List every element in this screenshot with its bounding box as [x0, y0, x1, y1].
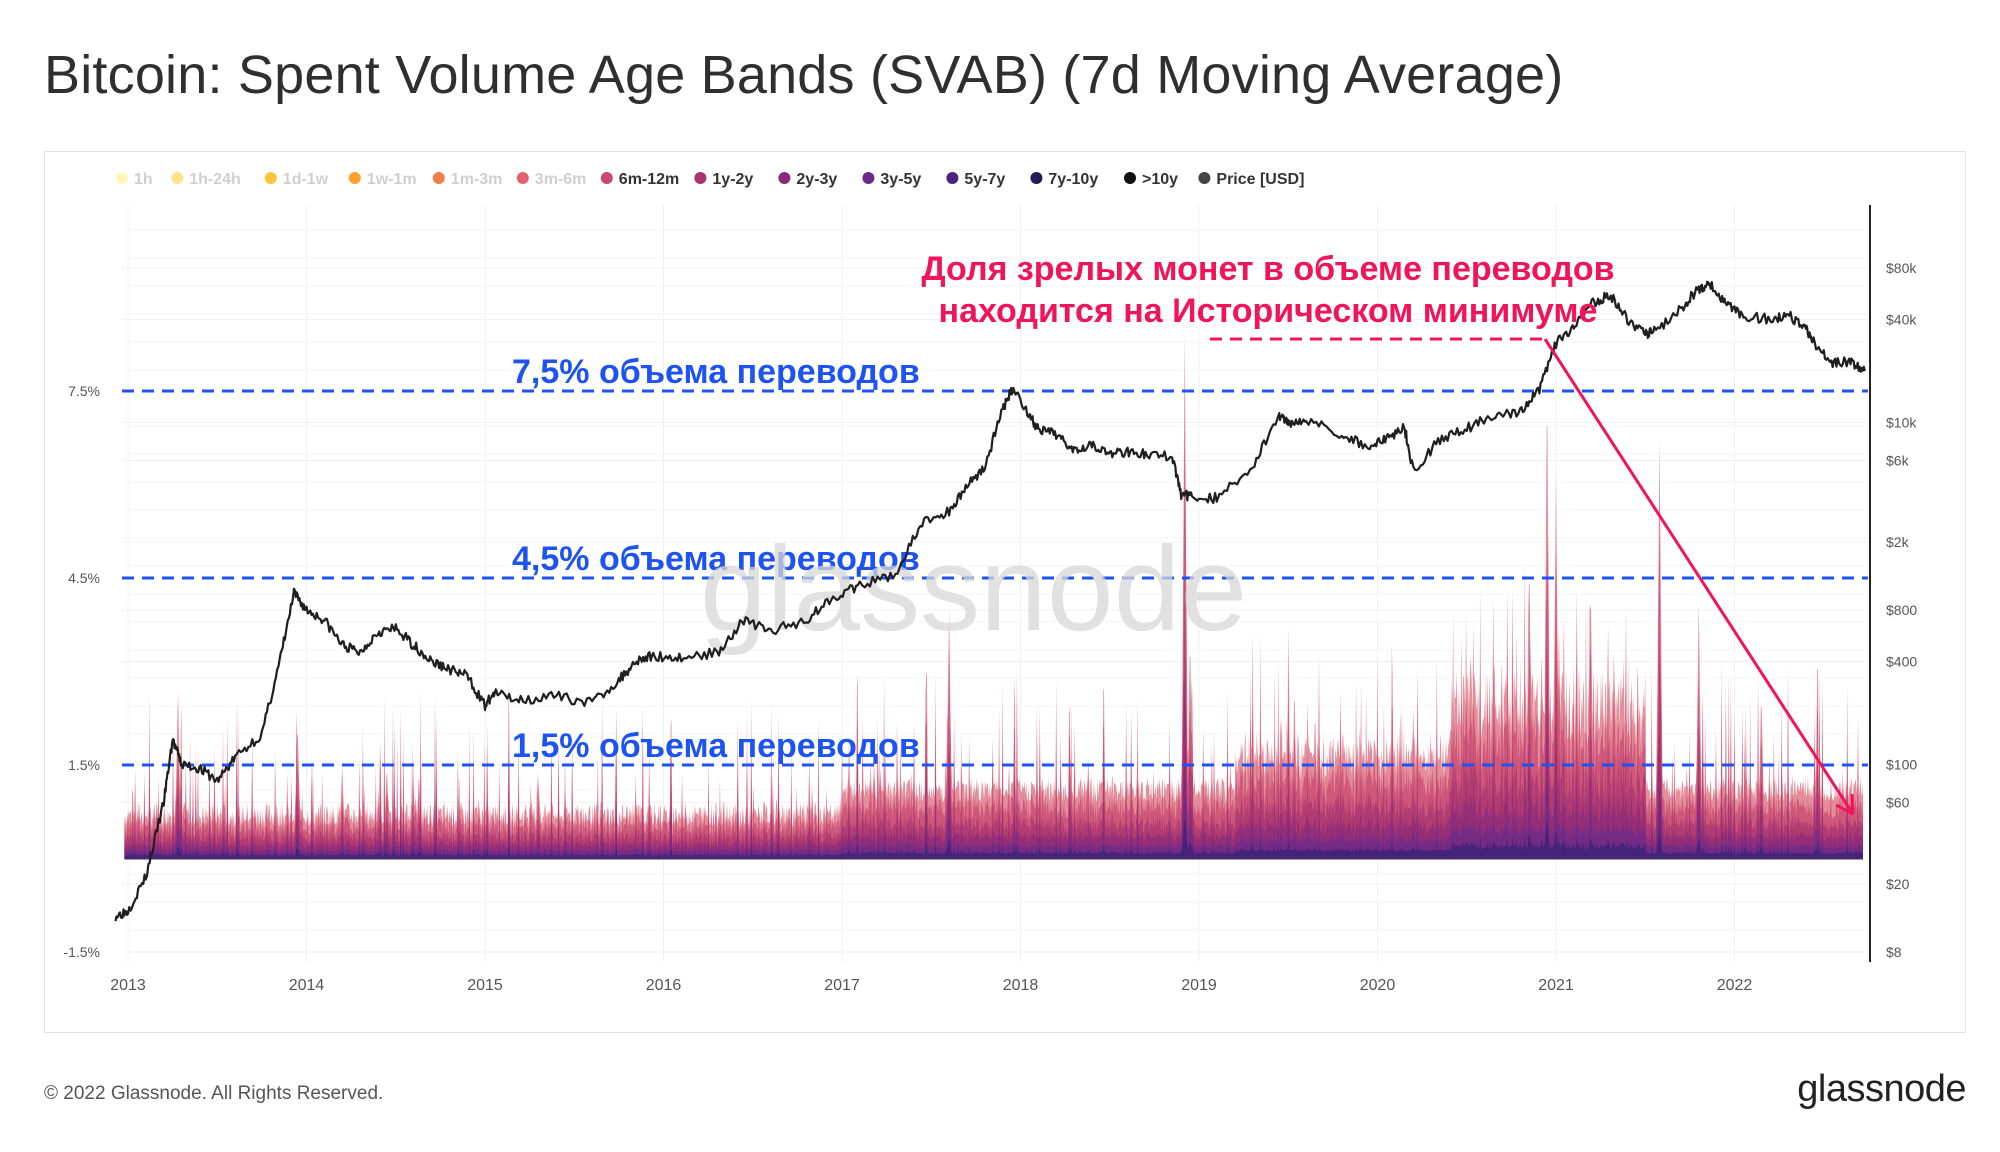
legend-dot: [432, 172, 445, 184]
legend-item[interactable]: Price [USD]: [1198, 171, 1304, 188]
y-right-tick-label: $6k: [1886, 452, 1910, 468]
legend-label: 1h-24h: [189, 171, 241, 188]
reference-line-label: 4,5% объема переводов: [512, 540, 920, 578]
legend-dot: [946, 172, 959, 184]
legend-label: 3m-6m: [535, 171, 587, 188]
price-series: [114, 280, 1866, 922]
legend-label: 6m-12m: [619, 171, 679, 188]
legend-dot: [516, 172, 529, 184]
y-right-tick-label: $80k: [1886, 260, 1917, 276]
y-left-tick-label: 1.5%: [68, 757, 100, 773]
chart-title: Bitcoin: Spent Volume Age Bands (SVAB) (…: [44, 45, 1564, 105]
annotation-line-1: Доля зрелых монет в объеме переводов: [921, 250, 1614, 288]
legend-label: 1m-3m: [451, 171, 503, 188]
y-right-tick-label: $400: [1886, 653, 1917, 669]
annotation-line-2: находится на Историческом минимуме: [939, 292, 1598, 330]
glassnode-logo[interactable]: glassnode: [1797, 1068, 1966, 1110]
chart-frame: [44, 151, 1966, 1033]
legend-item[interactable]: 3m-6m: [516, 171, 587, 188]
legend-dot: [600, 172, 613, 184]
price-line: [114, 280, 1866, 922]
x-tick-label: 2022: [1717, 977, 1753, 994]
legend-item[interactable]: 1y-2y: [694, 171, 753, 188]
x-tick-label: 2021: [1538, 977, 1574, 994]
age-band-area: [124, 818, 1863, 859]
legend-item[interactable]: 1w-1m: [348, 171, 417, 188]
axes: 7.5% 4.5% 1.5% -1.5% $80k $40k $10k $6k $2k $800 $…: [63, 205, 1917, 994]
legend-item[interactable]: 1m-3m: [432, 171, 503, 188]
y-right-tick-label: $2k: [1886, 534, 1910, 550]
x-tick-label: 2014: [289, 977, 325, 994]
y-right-tick-label: $60: [1886, 794, 1910, 810]
y-right-tick-label: $40k: [1886, 311, 1917, 327]
watermark: glassnode: [700, 522, 1247, 656]
legend-dot: [116, 172, 128, 184]
legend-label: 1d-1w: [283, 171, 329, 188]
y-left-tick-label: 7.5%: [68, 383, 100, 399]
legend-dot: [862, 172, 875, 184]
y-left-tick-label: 4.5%: [68, 570, 100, 586]
annotation-arrow-line: [1543, 338, 1855, 815]
age-band-areas: [124, 334, 1864, 860]
y-right-tick-label: $8: [1886, 944, 1902, 960]
legend-dot: [348, 172, 361, 184]
x-tick-label: 2019: [1181, 977, 1217, 994]
legend-item[interactable]: 6m-12m: [600, 171, 679, 188]
legend-label: 1y-2y: [712, 171, 753, 188]
legend-dot: [1198, 172, 1211, 184]
legend-dot: [694, 172, 707, 184]
legend-item[interactable]: 3y-5y: [862, 171, 921, 188]
legend-label: 1w-1m: [367, 171, 417, 188]
y-right-tick-label: $20: [1886, 876, 1910, 892]
legend-dot: [778, 172, 791, 184]
legend-label: Price [USD]: [1216, 171, 1304, 188]
reference-line-label: 7,5% объема переводов: [512, 353, 920, 391]
watermark-text: glassnode: [700, 522, 1247, 656]
x-tick-label: 2016: [646, 977, 682, 994]
reference-lines: 7,5% объема переводов 4,5% объема перевод…: [122, 353, 1868, 767]
y-right-tick-label: $100: [1886, 756, 1917, 772]
x-tick-label: 2013: [110, 977, 146, 994]
y-right-tick-label: $800: [1886, 602, 1917, 618]
age-band-area: [124, 762, 1863, 859]
x-tick-label: 2015: [467, 977, 503, 994]
x-tick-label: 2018: [1003, 977, 1039, 994]
copyright-text: © 2022 Glassnode. All Rights Reserved.: [44, 1083, 384, 1104]
legend-item[interactable]: >10y: [1124, 171, 1178, 188]
legend-dot: [1030, 172, 1043, 184]
legend-label: 3y-5y: [880, 171, 921, 188]
legend: 1h 1h-24h 1d-1w 1w-1m 1m-3m 3m-6m 6m-12m 1y-2y 2…: [116, 171, 1304, 188]
legend-dot: [1124, 172, 1136, 184]
x-tick-label: 2020: [1360, 977, 1396, 994]
legend-dot: [264, 172, 277, 184]
legend-label: >10y: [1142, 171, 1178, 188]
y-left-tick-label: -1.5%: [63, 944, 100, 960]
legend-item[interactable]: 2y-3y: [778, 171, 837, 188]
legend-item[interactable]: 5y-7y: [946, 171, 1005, 188]
reference-line-label: 1,5% объема переводов: [512, 727, 920, 765]
legend-label: 2y-3y: [796, 171, 837, 188]
legend-item[interactable]: 1d-1w: [264, 171, 329, 188]
legend-label: 7y-10y: [1048, 171, 1098, 188]
y-right-tick-label: $10k: [1886, 414, 1917, 430]
legend-label: 5y-7y: [964, 171, 1005, 188]
legend-item[interactable]: 1h: [116, 171, 153, 188]
x-tick-label: 2017: [824, 977, 860, 994]
legend-item[interactable]: 7y-10y: [1030, 171, 1098, 188]
legend-dot: [171, 172, 184, 184]
annotation-arrow-head: [1835, 793, 1855, 816]
legend-item[interactable]: 1h-24h: [171, 171, 241, 188]
annotations: Доля зрелых монет в объеме переводов нахо…: [921, 250, 1855, 816]
legend-label: 1h: [134, 171, 153, 188]
